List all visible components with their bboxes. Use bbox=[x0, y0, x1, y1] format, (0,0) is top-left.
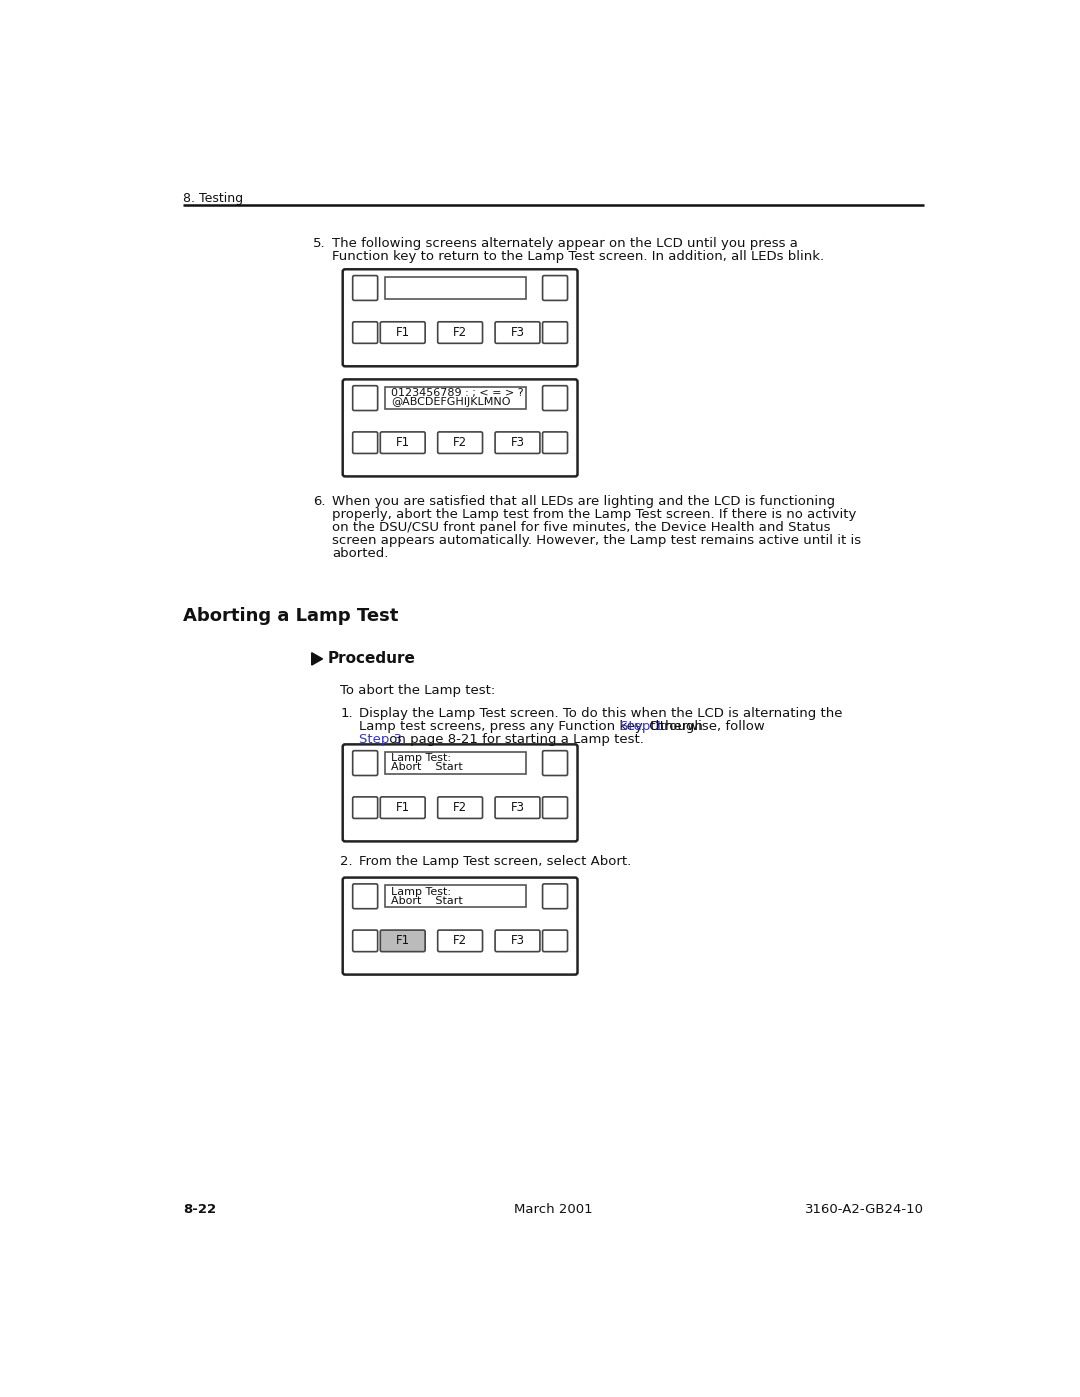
Text: F3: F3 bbox=[511, 436, 525, 450]
FancyBboxPatch shape bbox=[353, 796, 378, 819]
Text: 1.: 1. bbox=[340, 707, 353, 719]
FancyBboxPatch shape bbox=[342, 270, 578, 366]
FancyBboxPatch shape bbox=[353, 750, 378, 775]
Text: Lamp Test:: Lamp Test: bbox=[391, 887, 451, 897]
FancyBboxPatch shape bbox=[437, 796, 483, 819]
FancyBboxPatch shape bbox=[353, 321, 378, 344]
FancyBboxPatch shape bbox=[353, 275, 378, 300]
FancyBboxPatch shape bbox=[386, 277, 526, 299]
Text: From the Lamp Test screen, select Abort.: From the Lamp Test screen, select Abort. bbox=[359, 855, 631, 869]
Text: The following screens alternately appear on the LCD until you press a: The following screens alternately appear… bbox=[332, 237, 798, 250]
Text: Lamp test screens, press any Function key. Otherwise, follow: Lamp test screens, press any Function ke… bbox=[359, 719, 769, 733]
Text: 3160-A2-GB24-10: 3160-A2-GB24-10 bbox=[805, 1203, 924, 1217]
FancyBboxPatch shape bbox=[386, 387, 526, 409]
Text: @ABCDEFGHIJKLMNO: @ABCDEFGHIJKLMNO bbox=[391, 398, 511, 408]
FancyBboxPatch shape bbox=[495, 796, 540, 819]
FancyBboxPatch shape bbox=[542, 386, 568, 411]
Text: Step 1: Step 1 bbox=[620, 719, 663, 733]
Text: March 2001: March 2001 bbox=[514, 1203, 593, 1217]
FancyBboxPatch shape bbox=[353, 884, 378, 908]
FancyBboxPatch shape bbox=[380, 321, 426, 344]
FancyBboxPatch shape bbox=[342, 745, 578, 841]
Text: 6.: 6. bbox=[313, 495, 326, 509]
Text: When you are satisfied that all LEDs are lighting and the LCD is functioning: When you are satisfied that all LEDs are… bbox=[332, 495, 835, 509]
Text: screen appears automatically. However, the Lamp test remains active until it is: screen appears automatically. However, t… bbox=[332, 534, 861, 548]
Text: Procedure: Procedure bbox=[327, 651, 415, 666]
FancyBboxPatch shape bbox=[342, 877, 578, 975]
FancyBboxPatch shape bbox=[353, 386, 378, 411]
Text: 0123456789 : ; < = > ?: 0123456789 : ; < = > ? bbox=[391, 388, 524, 398]
Polygon shape bbox=[312, 652, 323, 665]
FancyBboxPatch shape bbox=[495, 930, 540, 951]
Text: on the DSU/CSU front panel for five minutes, the Device Health and Status: on the DSU/CSU front panel for five minu… bbox=[332, 521, 831, 534]
FancyBboxPatch shape bbox=[437, 432, 483, 454]
Text: F2: F2 bbox=[453, 436, 468, 450]
Text: F1: F1 bbox=[395, 935, 409, 947]
Text: Display the Lamp Test screen. To do this when the LCD is alternating the: Display the Lamp Test screen. To do this… bbox=[359, 707, 842, 719]
FancyBboxPatch shape bbox=[542, 796, 568, 819]
FancyBboxPatch shape bbox=[495, 321, 540, 344]
Text: Aborting a Lamp Test: Aborting a Lamp Test bbox=[183, 606, 399, 624]
FancyBboxPatch shape bbox=[542, 750, 568, 775]
FancyBboxPatch shape bbox=[542, 884, 568, 908]
Text: F3: F3 bbox=[511, 326, 525, 339]
FancyBboxPatch shape bbox=[353, 930, 378, 951]
FancyBboxPatch shape bbox=[542, 321, 568, 344]
FancyBboxPatch shape bbox=[380, 796, 426, 819]
Text: properly, abort the Lamp test from the Lamp Test screen. If there is no activity: properly, abort the Lamp test from the L… bbox=[332, 509, 856, 521]
Text: 8. Testing: 8. Testing bbox=[183, 193, 243, 205]
FancyBboxPatch shape bbox=[495, 432, 540, 454]
Text: 2.: 2. bbox=[340, 855, 353, 869]
FancyBboxPatch shape bbox=[386, 886, 526, 907]
Text: F3: F3 bbox=[511, 935, 525, 947]
Text: 5.: 5. bbox=[313, 237, 326, 250]
FancyBboxPatch shape bbox=[542, 930, 568, 951]
Text: Lamp Test:: Lamp Test: bbox=[391, 753, 451, 763]
Text: F3: F3 bbox=[511, 800, 525, 814]
FancyBboxPatch shape bbox=[353, 432, 378, 454]
Text: F2: F2 bbox=[453, 935, 468, 947]
FancyBboxPatch shape bbox=[342, 380, 578, 476]
Text: aborted.: aborted. bbox=[332, 548, 388, 560]
FancyBboxPatch shape bbox=[542, 432, 568, 454]
Text: Step 3: Step 3 bbox=[359, 733, 402, 746]
Text: 8-22: 8-22 bbox=[183, 1203, 216, 1217]
Text: Abort    Start: Abort Start bbox=[391, 895, 462, 905]
FancyBboxPatch shape bbox=[542, 275, 568, 300]
Text: F1: F1 bbox=[395, 326, 409, 339]
Text: Function key to return to the Lamp Test screen. In addition, all LEDs blink.: Function key to return to the Lamp Test … bbox=[332, 250, 824, 263]
FancyBboxPatch shape bbox=[437, 930, 483, 951]
Text: F2: F2 bbox=[453, 800, 468, 814]
FancyBboxPatch shape bbox=[380, 930, 426, 951]
FancyBboxPatch shape bbox=[386, 752, 526, 774]
Text: Abort    Start: Abort Start bbox=[391, 763, 462, 773]
Text: To abort the Lamp test:: To abort the Lamp test: bbox=[340, 683, 496, 697]
Text: through: through bbox=[646, 719, 702, 733]
FancyBboxPatch shape bbox=[380, 432, 426, 454]
Text: F1: F1 bbox=[395, 800, 409, 814]
Text: on page 8-21 for starting a Lamp test.: on page 8-21 for starting a Lamp test. bbox=[384, 733, 644, 746]
FancyBboxPatch shape bbox=[437, 321, 483, 344]
Text: F1: F1 bbox=[395, 436, 409, 450]
Text: F2: F2 bbox=[453, 326, 468, 339]
